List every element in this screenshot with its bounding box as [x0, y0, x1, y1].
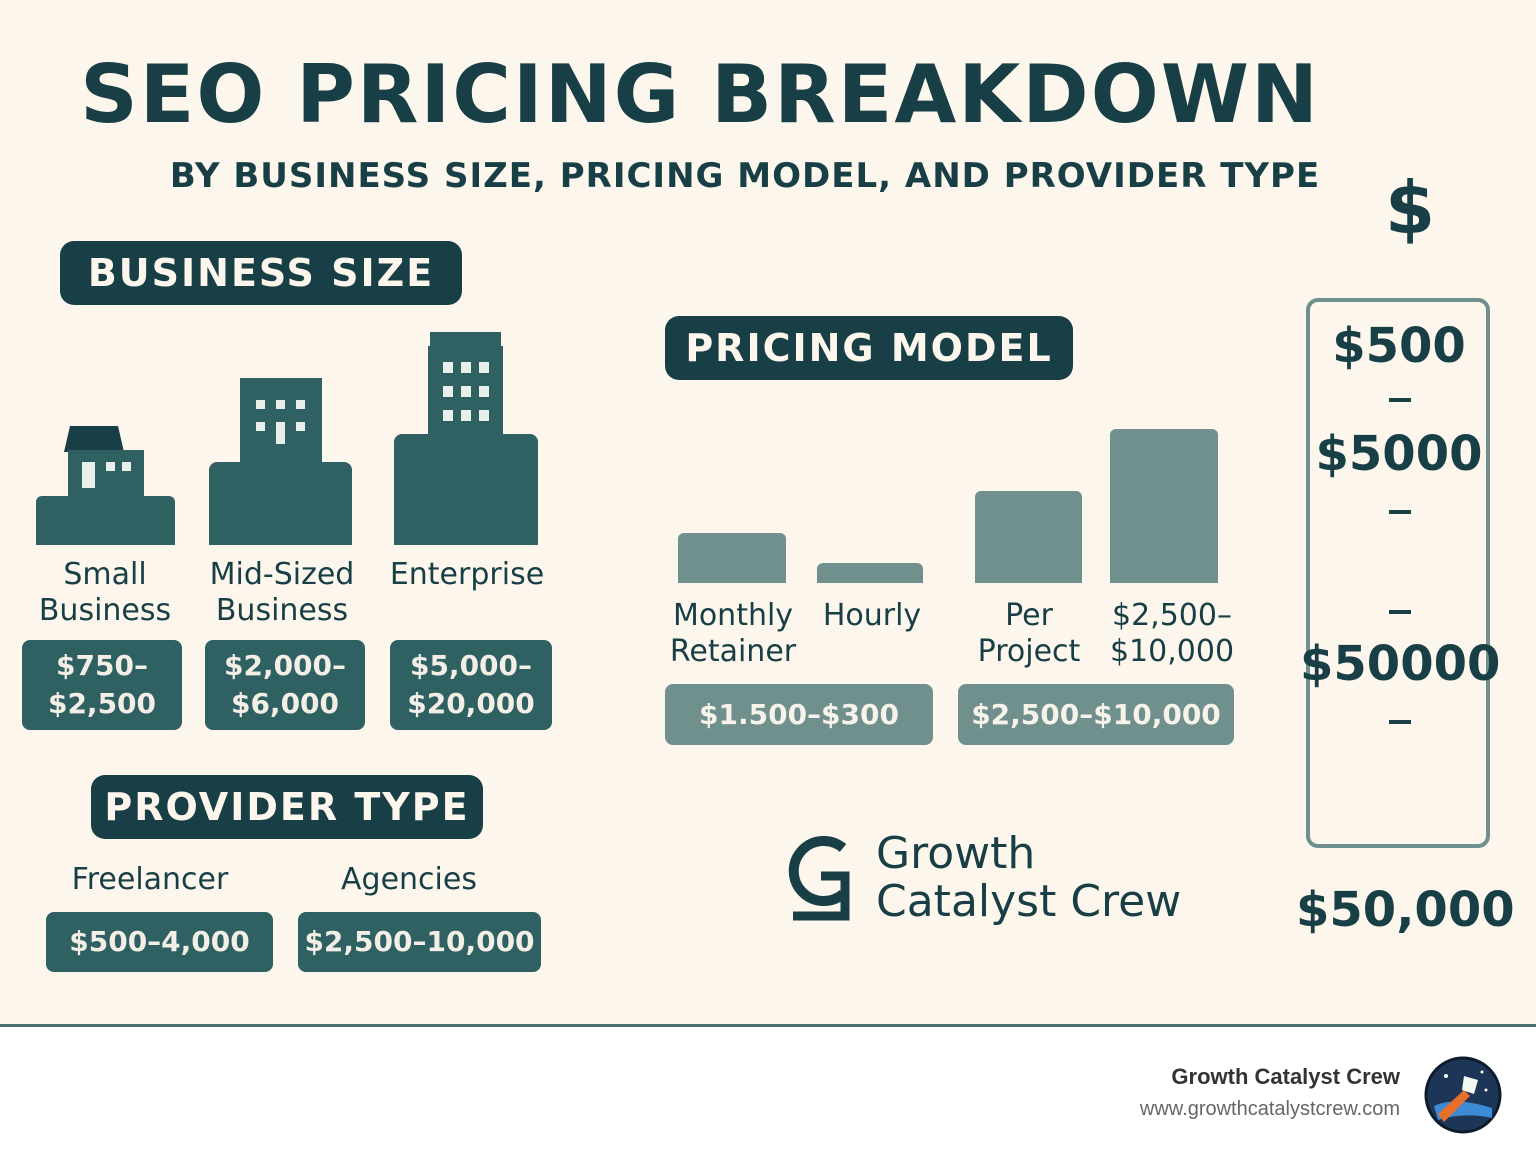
- pricing-model-right-price: $2,500–$10,000: [958, 684, 1234, 745]
- scale-value-50000: $50000: [1300, 636, 1501, 692]
- freelancer-label: Freelancer: [71, 862, 229, 897]
- provider-type-heading: PROVIDER TYPE: [91, 775, 483, 839]
- high-range-label: $2,500– $10,000: [1109, 598, 1235, 669]
- hourly-label: Hourly: [822, 598, 922, 633]
- scale-bottom-value: $50,000: [1296, 882, 1515, 938]
- pricing-model-left-price: $1.500–$300: [665, 684, 933, 745]
- rocket-badge-icon: [1424, 1056, 1502, 1134]
- business-size-heading: BUSINESS SIZE: [60, 241, 462, 305]
- per-project-label: Per Project: [977, 598, 1081, 669]
- footer-brand: Growth Catalyst Crew: [1171, 1064, 1400, 1089]
- mid-sized-business-price: $2,000– $6,000: [205, 640, 365, 730]
- scale-dash: [1389, 398, 1411, 402]
- freelancer-price: $500–4,000: [46, 912, 273, 972]
- enterprise-label: Enterprise: [389, 557, 545, 592]
- logo-text: Growth Catalyst Crew: [876, 828, 1182, 927]
- small-business-price: $750– $2,500: [22, 640, 182, 730]
- growth-catalyst-logo: [785, 832, 855, 922]
- page-subtitle: BY BUSINESS SIZE, PRICING MODEL, AND PRO…: [169, 156, 1321, 196]
- price-scale-box: [1306, 298, 1490, 848]
- agencies-label: Agencies: [341, 862, 477, 897]
- scale-dash: [1389, 720, 1411, 724]
- scale-value-500: $500: [1332, 318, 1466, 374]
- footer: [0, 1024, 1536, 1157]
- logo-g-icon: [788, 836, 850, 921]
- small-business-label: Small Business: [38, 557, 172, 628]
- agencies-price: $2,500–10,000: [298, 912, 541, 972]
- high-range-bar: [1110, 429, 1218, 583]
- enterprise-price: $5,000– $20,000: [390, 640, 552, 730]
- per-project-bar: [975, 491, 1082, 583]
- pricing-model-heading: PRICING MODEL: [665, 316, 1073, 380]
- footer-url[interactable]: www.growthcatalystcrew.com: [1139, 1098, 1400, 1120]
- monthly-retainer-label: Monthly Retainer: [669, 598, 797, 669]
- page-title: SEO PRICING BREAKDOWN: [80, 48, 1320, 141]
- mid-sized-business-label: Mid-Sized Business: [209, 557, 355, 628]
- scale-dash: [1389, 610, 1411, 614]
- scale-value-5000: $5000: [1315, 426, 1483, 482]
- monthly-retainer-bar: [678, 533, 786, 583]
- hourly-bar: [817, 563, 923, 583]
- dollar-sign-icon: $: [1384, 166, 1436, 250]
- scale-dash: [1389, 510, 1411, 514]
